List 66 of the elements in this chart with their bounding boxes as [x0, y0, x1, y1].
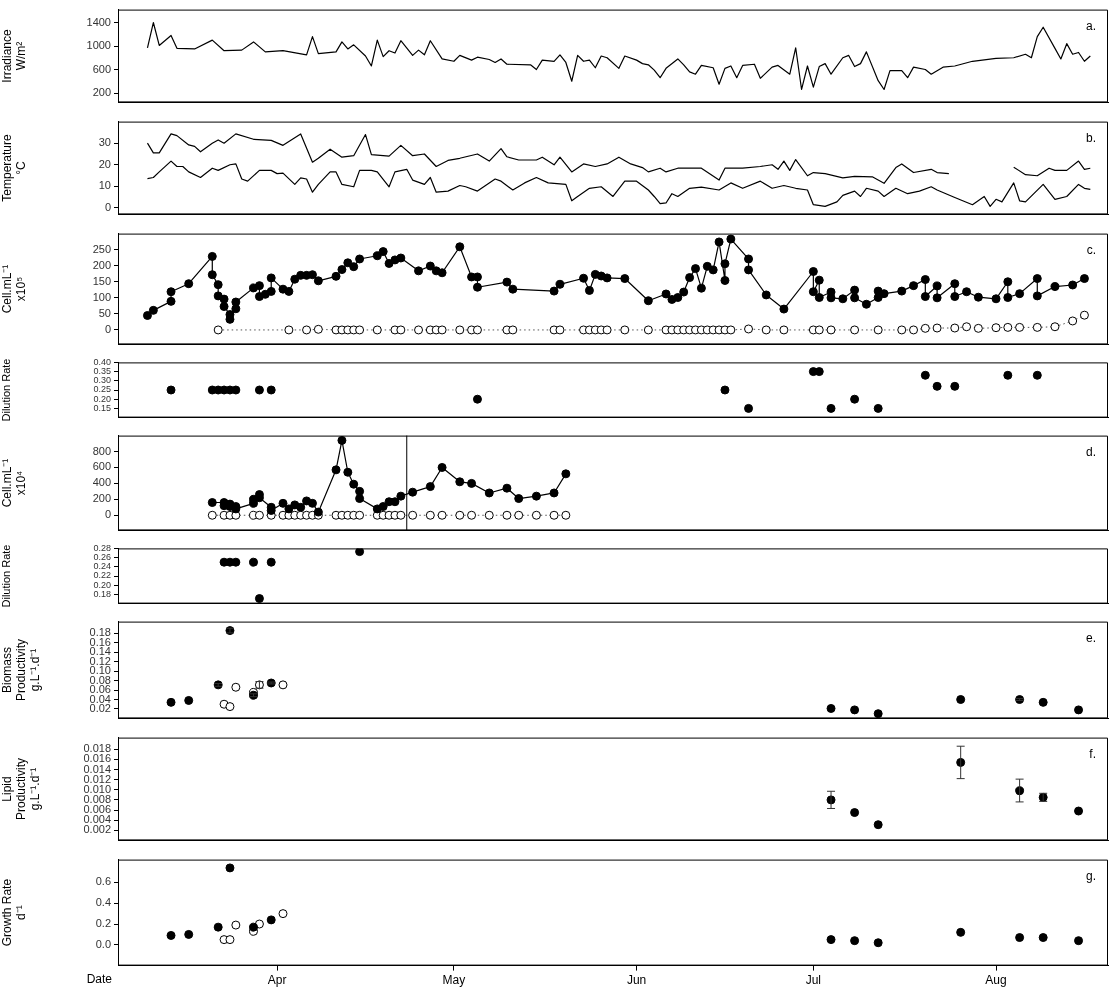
y-tick-label: 0.40: [93, 356, 111, 367]
y-axis-title: Lipid Productivity g.L⁻¹.d⁻¹: [0, 757, 43, 821]
y-tick-label: 0.014: [83, 762, 111, 775]
x-tick-label: Apr: [267, 973, 287, 988]
y-tick-label: 0.018: [83, 742, 111, 755]
y-tick-label: 0.008: [83, 792, 111, 805]
y-axis-title: Cell.mL⁻¹ x10⁴: [0, 458, 28, 508]
y-axis-title: Biomass Productivity g.L⁻¹.d⁻¹: [0, 638, 43, 702]
y-tick-label: 0: [104, 200, 111, 213]
annotation: b.: [1085, 130, 1096, 145]
y-tick-label: 30: [98, 136, 111, 149]
y-tick-label: 400: [92, 476, 111, 489]
y-tick-label: 0.26: [93, 552, 111, 563]
y-tick-label: 0.28: [93, 542, 111, 553]
y-tick-label: 0.004: [83, 813, 111, 826]
y-tick-label: 0.012: [83, 772, 111, 785]
y-tick-label: 10: [98, 179, 111, 192]
y-tick-label: 0: [104, 322, 111, 335]
y-tick-label: 600: [92, 62, 111, 75]
y-tick-label: 0.35: [93, 366, 111, 377]
annotation: c.: [1086, 242, 1096, 257]
y-tick-label: 0.4: [95, 896, 111, 909]
y-tick-label: 0.006: [83, 803, 111, 816]
x-tick-label: Jun: [626, 973, 647, 988]
y-tick-label: 1000: [86, 39, 111, 52]
y-tick-label: 0.30: [93, 375, 111, 386]
y-tick-label: 250: [92, 242, 111, 255]
annotation: e.: [1085, 630, 1096, 645]
x-tick-label: Jul: [805, 973, 822, 988]
y-axis-title: Dilution Rate: [0, 544, 12, 608]
y-tick-label: 0.010: [83, 782, 111, 795]
y-tick-label: 0.002: [83, 823, 111, 836]
y-tick-label: 0: [104, 508, 111, 521]
y-tick-label: 800: [92, 444, 111, 457]
y-tick-label: 0.016: [83, 752, 111, 765]
annotation: d.: [1085, 444, 1096, 459]
y-axis-title: Dilution Rate: [0, 358, 12, 422]
y-tick-label: 1400: [86, 15, 111, 28]
y-tick-label: 0.15: [93, 402, 111, 413]
annotation: a.: [1085, 18, 1096, 33]
y-tick-label: 200: [92, 86, 111, 99]
y-tick-label: 0.2: [95, 917, 111, 930]
y-tick-label: 600: [92, 460, 111, 473]
annotation: f.: [1089, 746, 1096, 761]
y-tick-label: 50: [98, 306, 111, 319]
y-tick-label: 0.20: [93, 579, 111, 590]
y-tick-label: 0.22: [93, 570, 111, 581]
y-tick-label: 0.18: [93, 588, 111, 599]
y-axis-title: Cell.mL⁻¹ x10⁵: [0, 264, 28, 314]
y-tick-label: 100: [92, 290, 111, 303]
y-tick-label: 0.20: [93, 393, 111, 404]
y-tick-label: 0.0: [95, 937, 111, 950]
y-tick-label: 150: [92, 274, 111, 287]
annotation: g.: [1085, 868, 1096, 883]
y-axis-title: Temperature °C: [0, 134, 28, 202]
x-tick-label: May: [442, 973, 466, 988]
y-tick-label: 0.25: [93, 384, 111, 395]
y-tick-label: 20: [98, 157, 111, 170]
y-tick-label: 0.24: [93, 561, 111, 572]
y-tick-label: 200: [92, 492, 111, 505]
y-axis-title: Irradiance W/m²: [0, 29, 28, 83]
y-tick-label: 200: [92, 258, 111, 271]
y-axis-title: Growth Rate d⁻¹: [0, 878, 28, 947]
x-tick-label: Aug: [985, 973, 1007, 988]
x-axis-title: Date: [86, 971, 113, 986]
y-tick-label: 0.6: [95, 875, 111, 888]
